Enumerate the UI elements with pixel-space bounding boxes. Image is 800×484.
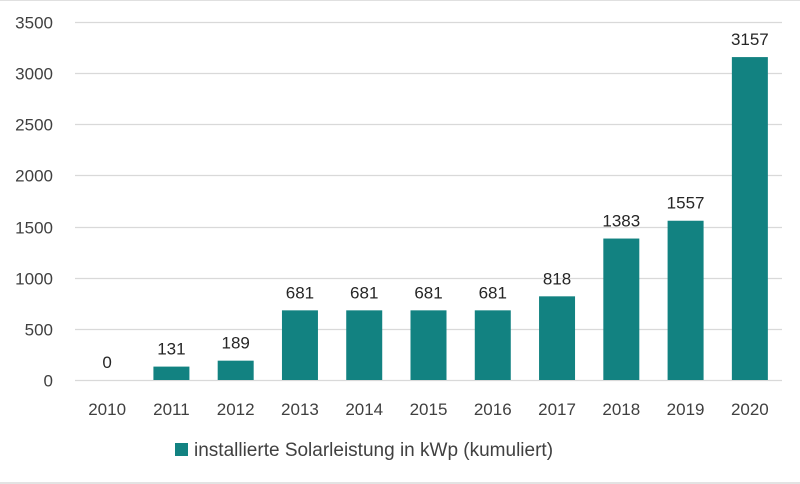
bar — [217, 360, 254, 380]
x-axis-ticks: 2010 2011 2012 2013 2014 2015 2016 2017 2018 2019… — [88, 400, 769, 419]
data-labels: 0 131 189 681 681 681 681 818 1383 1557 3157 — [102, 30, 768, 372]
x-tick-label: 2020 — [731, 400, 769, 419]
data-label: 681 — [414, 283, 442, 302]
y-tick-label: 500 — [25, 321, 53, 340]
x-tick-label: 2017 — [538, 400, 576, 419]
x-tick-label: 2015 — [410, 400, 448, 419]
gridlines — [75, 21, 782, 382]
data-label: 3157 — [731, 30, 769, 49]
x-tick-label: 2014 — [345, 400, 383, 419]
bar — [346, 310, 383, 380]
legend-swatch — [175, 443, 188, 456]
bar — [410, 310, 447, 380]
bars — [153, 57, 768, 381]
bar — [603, 238, 640, 380]
bar — [281, 310, 318, 380]
data-label: 1557 — [667, 194, 705, 213]
x-tick-label: 2010 — [88, 400, 126, 419]
legend: installierte Solarleistung in kWp (kumul… — [175, 440, 553, 461]
y-tick-label: 2500 — [15, 116, 53, 135]
data-label: 818 — [543, 269, 571, 288]
y-axis-ticks: 0 500 1000 1500 2000 2500 3000 3500 — [15, 14, 53, 391]
bar — [474, 310, 511, 380]
data-label: 1383 — [602, 212, 640, 231]
bar — [153, 366, 190, 380]
x-tick-label: 2012 — [217, 400, 255, 419]
x-tick-label: 2019 — [667, 400, 705, 419]
y-tick-label: 2000 — [15, 167, 53, 186]
bar — [731, 57, 768, 381]
y-tick-label: 3500 — [15, 14, 53, 33]
top-border — [0, 0, 800, 1]
data-label: 131 — [157, 340, 185, 359]
legend-label: installierte Solarleistung in kWp (kumul… — [194, 440, 553, 461]
bar — [667, 220, 704, 380]
x-tick-label: 2013 — [281, 400, 319, 419]
y-tick-label: 1500 — [15, 219, 53, 238]
bar — [539, 296, 576, 380]
data-label: 681 — [350, 283, 378, 302]
y-tick-label: 3000 — [15, 65, 53, 84]
data-label: 189 — [221, 334, 249, 353]
x-tick-label: 2016 — [474, 400, 512, 419]
data-label: 681 — [286, 283, 314, 302]
data-label: 0 — [102, 353, 111, 372]
x-tick-label: 2011 — [153, 400, 190, 419]
x-tick-label: 2018 — [602, 400, 640, 419]
bottom-border — [0, 482, 800, 484]
y-tick-label: 0 — [44, 372, 53, 391]
y-tick-label: 1000 — [15, 270, 53, 289]
data-label: 681 — [479, 283, 507, 302]
